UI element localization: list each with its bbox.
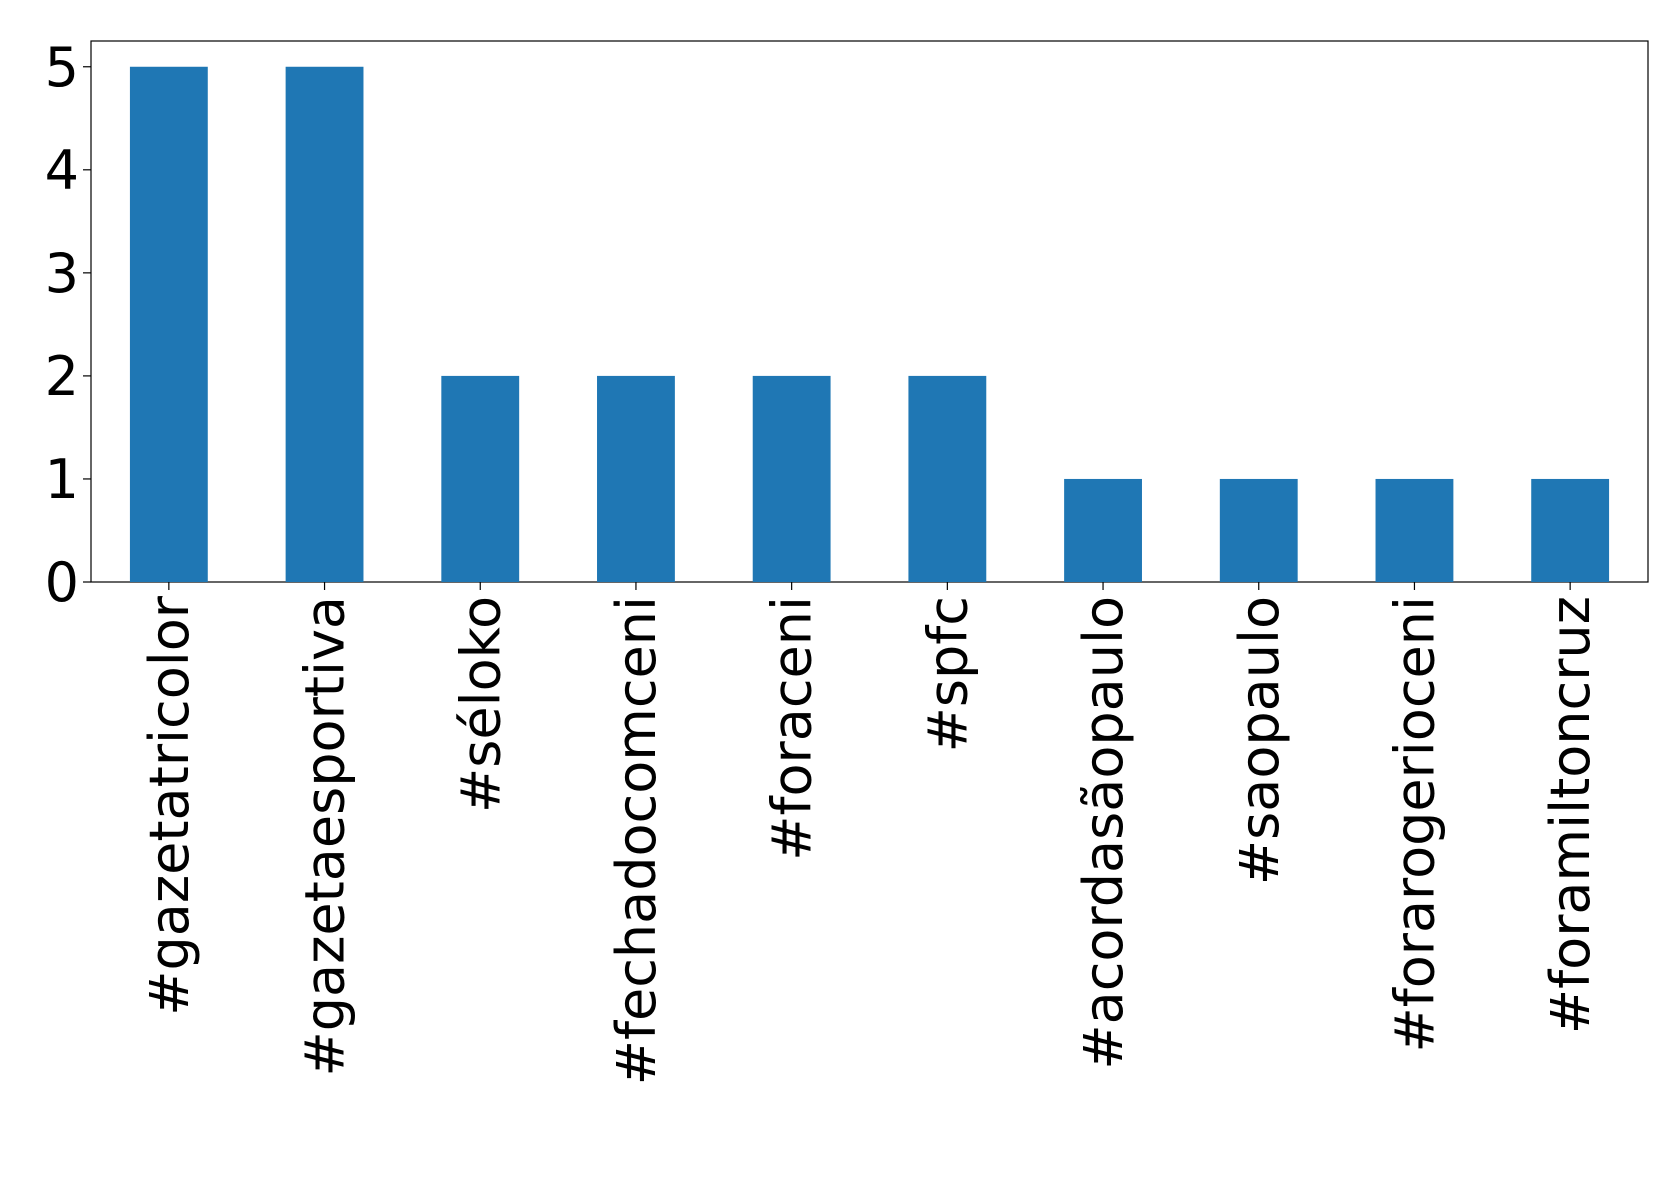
x-tick-label: #séloko	[449, 596, 512, 813]
bar	[1375, 478, 1454, 582]
y-tick-label: 2	[45, 345, 79, 408]
x-tick-label: #spfc	[916, 596, 979, 752]
x-tick-label: #acordasãopaulo	[1072, 596, 1135, 1070]
y-tick-label: 1	[45, 448, 79, 511]
x-tick-label: #gazetaesportiva	[294, 596, 357, 1077]
x-tick-label: #fechadocomceni	[605, 596, 668, 1085]
plot-frame	[90, 40, 1649, 583]
x-tick-label: #saopaulo	[1228, 596, 1291, 885]
x-tick-label: #foraceni	[761, 596, 824, 861]
x-tick-label: #forarogerioceni	[1383, 596, 1446, 1053]
y-tick-label: 3	[45, 242, 79, 305]
bar	[908, 375, 987, 582]
bar	[1531, 478, 1610, 582]
bar	[1219, 478, 1298, 582]
y-tick-label: 5	[45, 36, 79, 99]
bar	[129, 66, 208, 582]
bar	[597, 375, 675, 582]
y-tick-label: 0	[45, 551, 79, 614]
bar	[285, 66, 364, 582]
bar	[1064, 478, 1142, 582]
x-tick-label: #foramiltoncruz	[1539, 596, 1602, 1034]
x-tick-label: #gazetatricolor	[138, 595, 201, 1016]
bar	[441, 375, 520, 582]
bar	[752, 375, 831, 582]
y-tick-label: 4	[45, 139, 79, 202]
